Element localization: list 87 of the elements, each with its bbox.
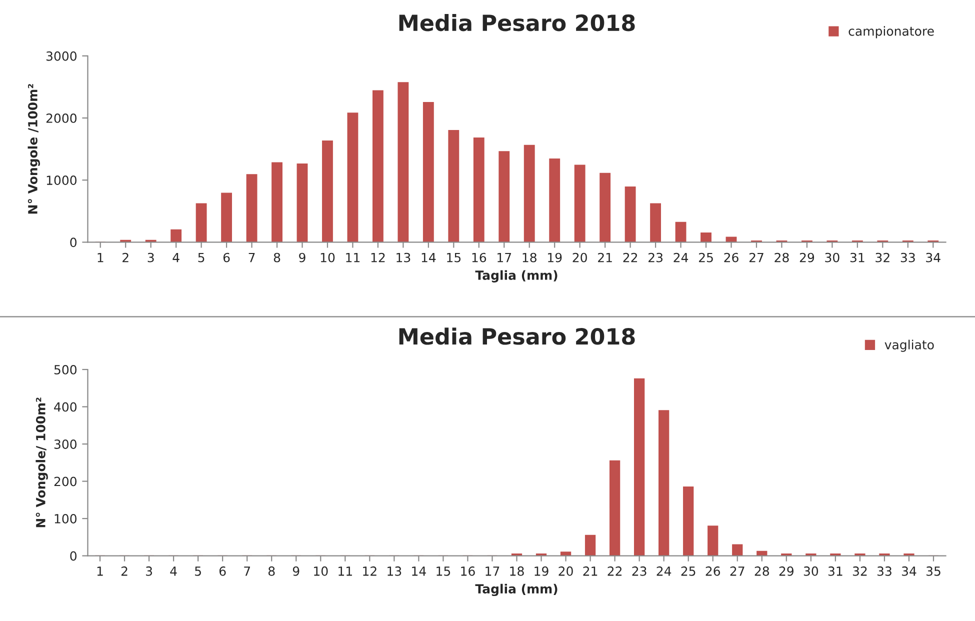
x-tick-label: 32 [852, 566, 867, 576]
x-tick-label: 24 [656, 566, 672, 576]
x-tick-label: 11 [338, 566, 352, 576]
y-tick-label: 0 [70, 551, 77, 561]
x-tick-label: 2 [122, 252, 128, 262]
y-tick-label: 500 [54, 364, 77, 374]
x-tick-label: 14 [412, 566, 426, 576]
x-tick-label: 19 [534, 566, 548, 576]
x-tick-label: 17 [486, 566, 500, 576]
x-tick-label: 12 [363, 566, 376, 576]
x-tick-label: 29 [779, 566, 794, 576]
x-tick-label: 3 [148, 252, 154, 262]
y-tick-label: 300 [54, 439, 77, 449]
x-tick-label: 34 [926, 252, 940, 262]
x-tick-label: 15 [436, 566, 450, 576]
x-tick-label: 10 [314, 566, 328, 576]
chart-title: Media Pesaro 2018 [399, 14, 635, 32]
x-tick-label: 10 [320, 252, 335, 262]
x-tick-label: 17 [498, 252, 512, 262]
x-tick-label: 27 [730, 566, 744, 576]
x-tick-label: 11 [346, 252, 360, 262]
x-tick-label: 32 [876, 252, 890, 262]
y-tick-label: 200 [54, 476, 77, 486]
x-tick-label: 7 [248, 252, 255, 262]
x-tick-label: 34 [902, 566, 916, 576]
x-tick-label: 31 [850, 252, 864, 262]
x-tick-label: 9 [299, 252, 306, 262]
x-tick-label: 16 [461, 566, 475, 576]
x-tick-label: 29 [800, 252, 814, 262]
x-tick-label: 35 [926, 566, 940, 576]
x-tick-label: 18 [522, 252, 536, 262]
x-tick-label: 30 [825, 252, 840, 262]
x-tick-label: 8 [274, 252, 280, 262]
x-tick-label: 22 [623, 252, 638, 262]
x-tick-label: 21 [598, 252, 612, 262]
x-tick-label: 18 [510, 566, 524, 576]
legend-label: campionatore [848, 26, 934, 38]
x-tick-label: 13 [388, 566, 402, 576]
x-tick-label: 20 [558, 566, 573, 576]
x-tick-label: 1 [97, 566, 103, 576]
x-tick-label: 1 [98, 252, 104, 262]
x-tick-label: 15 [447, 252, 461, 262]
x-tick-label: 24 [674, 252, 688, 262]
x-tick-label: 33 [900, 252, 915, 262]
x-tick-label: 19 [548, 252, 562, 262]
y-tick-label: 2000 [46, 113, 77, 123]
x-tick-label: 25 [698, 252, 713, 262]
x-tick-label: 26 [724, 252, 738, 262]
y-tick-label: 400 [54, 402, 77, 412]
y-tick-label: 3000 [46, 51, 77, 61]
x-tick-label: 31 [828, 566, 842, 576]
x-tick-label: 2 [121, 566, 128, 576]
x-tick-label: 5 [198, 252, 204, 262]
x-tick-label: 23 [632, 566, 646, 576]
y-tick-label: 100 [54, 514, 77, 524]
x-tick-label: 22 [608, 566, 622, 576]
x-tick-label: 12 [371, 252, 385, 262]
x-tick-label: 4 [172, 252, 180, 262]
x-tick-label: 9 [292, 566, 300, 576]
x-tick-label: 3 [146, 566, 152, 576]
x-tick-label: 6 [219, 566, 226, 576]
x-tick-label: 25 [681, 566, 696, 576]
legend-label: vagliato [884, 340, 934, 352]
x-tick-label: 16 [472, 252, 486, 262]
x-tick-label: 21 [583, 566, 598, 576]
x-tick-label: 28 [774, 252, 789, 262]
x-tick-label: 20 [572, 252, 587, 262]
x-tick-label: 5 [195, 566, 201, 576]
x-tick-label: 26 [706, 566, 720, 576]
x-tick-label: 23 [648, 252, 662, 262]
y-axis-title: N° Vongole /100m² [28, 84, 40, 214]
y-tick-label: 0 [70, 238, 77, 248]
x-tick-label: 13 [396, 252, 410, 262]
y-axis-title: N° Vongole/ 100m² [36, 398, 48, 528]
x-tick-label: 6 [223, 252, 230, 262]
y-tick-label: 1000 [46, 176, 77, 186]
x-tick-label: 30 [804, 566, 818, 576]
x-axis-title: Taglia (mm) [475, 270, 558, 282]
x-tick-label: 27 [749, 252, 764, 262]
x-tick-label: 28 [754, 566, 769, 576]
chart-title: Media Pesaro 2018 [399, 328, 635, 345]
x-axis-title: Taglia (mm) [475, 584, 558, 596]
x-tick-label: 8 [268, 566, 275, 576]
x-tick-label: 7 [244, 566, 250, 576]
x-tick-label: 4 [170, 566, 177, 576]
x-tick-label: 33 [877, 566, 892, 576]
x-tick-label: 14 [422, 252, 436, 262]
